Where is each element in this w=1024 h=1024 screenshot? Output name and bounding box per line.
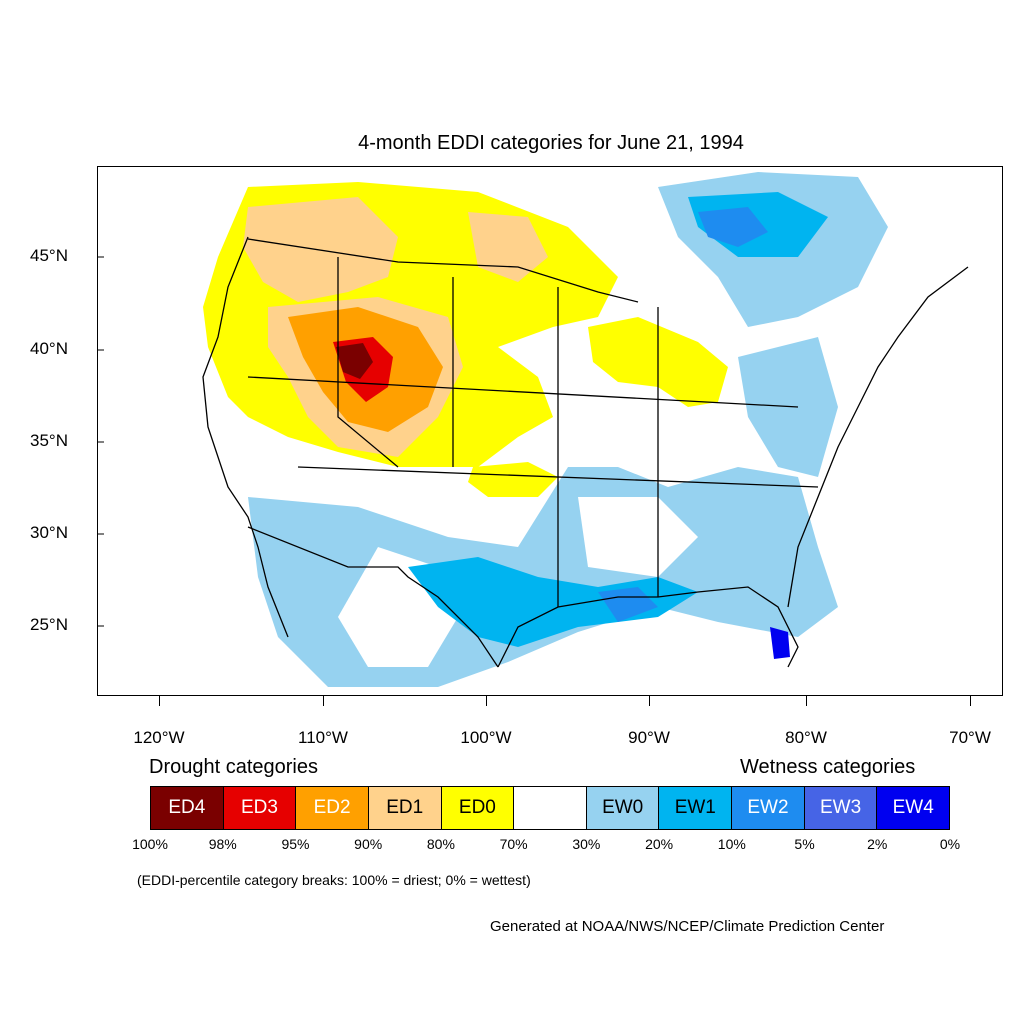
percentile-label: 100% xyxy=(132,836,168,852)
legend-box-ed1: ED1 xyxy=(368,787,442,829)
lat-label-35: 35°N xyxy=(30,431,68,450)
lon-tick xyxy=(649,696,650,706)
east-coast xyxy=(787,266,969,608)
map-title: 4-month EDDI categories for June 21, 199… xyxy=(358,132,744,154)
percentile-label: 90% xyxy=(354,836,383,852)
percentile-label: 0% xyxy=(939,836,961,852)
lat-label-25: 25°N xyxy=(30,615,68,634)
boundary-lines xyxy=(202,236,969,668)
lon-label-70w: 70°W xyxy=(949,728,991,747)
lon-label-120w: 120°W xyxy=(133,728,185,747)
legend-box-ew4: EW4 xyxy=(877,787,950,829)
lon-tick xyxy=(159,696,160,706)
map-area xyxy=(97,166,1003,696)
wetness-heading: Wetness categories xyxy=(740,756,916,778)
legend-box-ed4: ED4 xyxy=(151,787,224,829)
percentile-label: 5% xyxy=(794,836,815,852)
legend-box-ew2: EW2 xyxy=(732,787,805,829)
percentile-label: 30% xyxy=(572,836,601,852)
percentile-label: 70% xyxy=(499,836,528,852)
region-ed1-b xyxy=(468,212,548,282)
us-mexico-border xyxy=(247,526,499,668)
region-ew0-south xyxy=(248,467,838,687)
legend-box-ew0: EW0 xyxy=(586,787,660,829)
percentile-label: 98% xyxy=(208,836,237,852)
percentile-label: 10% xyxy=(717,836,746,852)
lat-label-30: 30°N xyxy=(30,523,68,542)
legend-box-ed0: ED0 xyxy=(441,787,515,829)
category-note: (EDDI-percentile category breaks: 100% =… xyxy=(137,872,531,888)
legend-box-ew3: EW3 xyxy=(804,787,878,829)
region-neutral-mid xyxy=(578,497,698,577)
percentile-label: 20% xyxy=(645,836,674,852)
lon-tick xyxy=(486,696,487,706)
lon-tick xyxy=(323,696,324,706)
percentile-label: 2% xyxy=(867,836,888,852)
lon-label-80w: 80°W xyxy=(785,728,827,747)
credit-line: Generated at NOAA/NWS/NCEP/Climate Predi… xyxy=(490,918,885,935)
drought-heading: Drought categories xyxy=(149,756,318,778)
region-ed0-southplains xyxy=(468,462,558,497)
lat-label-45: 45°N xyxy=(30,246,68,265)
us-canada-border xyxy=(247,238,639,303)
legend-box-ew1: EW1 xyxy=(659,787,733,829)
lon-tick xyxy=(806,696,807,706)
percentile-label: 80% xyxy=(426,836,455,852)
region-ew1-gulf xyxy=(408,557,698,647)
region-ed4 xyxy=(336,343,373,379)
legend-box-ed3: ED3 xyxy=(223,787,297,829)
lon-label-110w: 110°W xyxy=(298,728,348,747)
region-ew2-ne xyxy=(698,207,768,247)
legend-box-neutral xyxy=(514,787,587,829)
region-ew4-fl xyxy=(770,627,790,659)
lat-label-40: 40°N xyxy=(30,339,68,358)
lon-label-90w: 90°W xyxy=(628,728,670,747)
gulf-coast xyxy=(497,586,799,668)
state-line-1 xyxy=(337,257,399,468)
category-fill-layer xyxy=(203,172,888,687)
legend-box-ed2: ED2 xyxy=(296,787,369,829)
state-line-6 xyxy=(297,466,819,488)
percentile-label: 95% xyxy=(281,836,310,852)
legend-bar: ED4 ED3 ED2 ED1 ED0 EW0 EW1 EW2 EW3 EW4 xyxy=(150,786,950,830)
region-ew2-fl xyxy=(598,587,658,622)
coastline-west xyxy=(202,236,289,638)
graticule-ticks xyxy=(98,256,104,627)
lon-tick xyxy=(970,696,971,706)
state-line-5 xyxy=(247,376,799,408)
lon-label-100w: 100°W xyxy=(460,728,512,747)
